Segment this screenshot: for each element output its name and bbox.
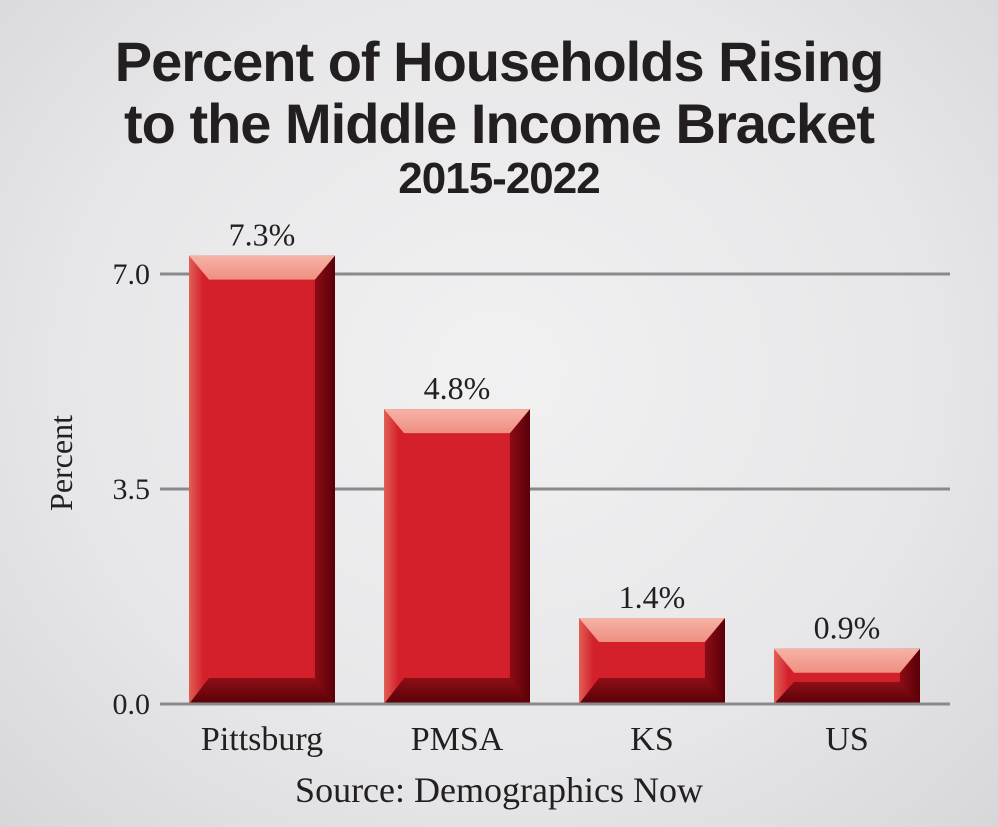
bar-side-bevel [900, 648, 920, 704]
chart-title-line-1: Percent of Households Rising [114, 30, 885, 93]
bar-base-bevel [189, 678, 335, 704]
bar-top-bevel [189, 255, 335, 280]
data-label: 1.4% [619, 579, 686, 615]
bar-group [189, 255, 335, 705]
bar-side-bevel [705, 618, 725, 704]
data-label: 7.3% [229, 217, 296, 253]
chart-subtitle: 2015-2022 [398, 154, 600, 203]
bar-top-bevel [384, 409, 530, 434]
y-axis-title: Percent [43, 415, 79, 511]
data-label: 0.9% [814, 610, 881, 646]
bar-side-bevel [315, 255, 335, 705]
bar-base-bevel [579, 678, 725, 704]
bar [384, 409, 530, 704]
x-tick-label: Pittsburg [201, 721, 323, 758]
x-tick-label: KS [630, 721, 673, 758]
data-label: 4.8% [424, 370, 491, 406]
bar-group [774, 648, 920, 704]
bar-base-bevel [774, 681, 920, 704]
y-tick-label: 3.5 [113, 473, 151, 506]
x-tick-label: PMSA [411, 721, 504, 758]
bar [189, 255, 335, 705]
y-tick-label: 7.0 [113, 258, 151, 291]
bar-group [384, 409, 530, 704]
y-tick-label: 0.0 [113, 688, 151, 721]
bar-side-bevel [510, 409, 530, 704]
chart-title-line-2: to the Middle Income Bracket [124, 92, 875, 155]
bar-top-bevel [579, 618, 725, 642]
bar-group [579, 618, 725, 704]
x-tick-label: US [825, 721, 868, 758]
bar-base-bevel [384, 678, 530, 704]
bar-top-bevel [774, 648, 920, 673]
source-note: Source: Demographics Now [295, 770, 703, 810]
